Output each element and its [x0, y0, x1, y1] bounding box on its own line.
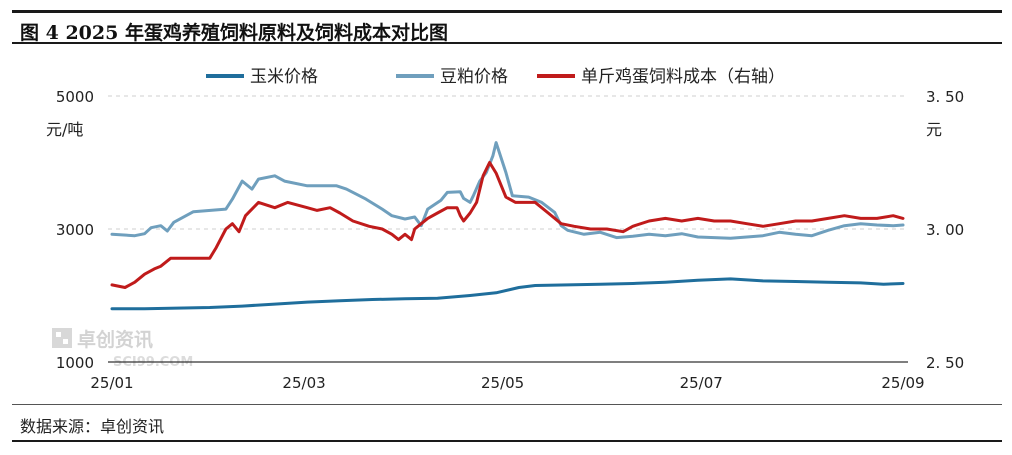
series-line-1: [110, 277, 905, 311]
right-tick-label: 2. 50: [926, 354, 964, 372]
x-tick-label: 25/07: [680, 374, 723, 392]
x-tick-label: 25/01: [90, 374, 133, 392]
left-axis-ticks: 1000 3000 5000: [56, 88, 94, 372]
source-bar: 数据来源：卓创资讯: [12, 404, 1002, 442]
right-tick-label: 3. 00: [926, 221, 964, 239]
x-tick-label: 25/03: [282, 374, 325, 392]
legend-label: 玉米价格: [250, 67, 318, 87]
watermark-name: 卓创资讯: [77, 328, 153, 351]
x-tick-label: 25/05: [481, 374, 524, 392]
x-axis-ticks: 25/01 25/03 25/05 25/07 25/09: [90, 374, 924, 392]
legend: 玉米价格 豆粕价格 单斤鸡蛋饲料成本（右轴）: [206, 67, 785, 87]
left-tick-label: 5000: [56, 88, 94, 106]
title-bar: 图 4 2025 年蛋鸡养殖饲料原料及饲料成本对比图: [12, 10, 1002, 44]
legend-label: 单斤鸡蛋饲料成本（右轴）: [581, 67, 785, 87]
chart-title: 图 4 2025 年蛋鸡养殖饲料原料及饲料成本对比图: [20, 22, 448, 44]
x-tick-label: 25/09: [881, 374, 924, 392]
right-tick-label: 3. 50: [926, 88, 964, 106]
source-note: 数据来源：卓创资讯: [20, 417, 165, 436]
series-line-3: [110, 161, 905, 289]
left-tick-label: 1000: [56, 354, 94, 372]
legend-label: 豆粕价格: [440, 67, 508, 87]
right-axis-unit: 元: [926, 120, 942, 139]
series-lines: [110, 141, 905, 311]
watermark-logo-icon: [52, 328, 72, 348]
right-axis-ticks: 2. 50 3. 00 3. 50: [926, 88, 964, 372]
series-line-2: [110, 141, 905, 240]
grid-lines: [108, 95, 908, 230]
left-tick-label: 3000: [56, 221, 94, 239]
left-axis-unit: 元/吨: [46, 120, 83, 139]
